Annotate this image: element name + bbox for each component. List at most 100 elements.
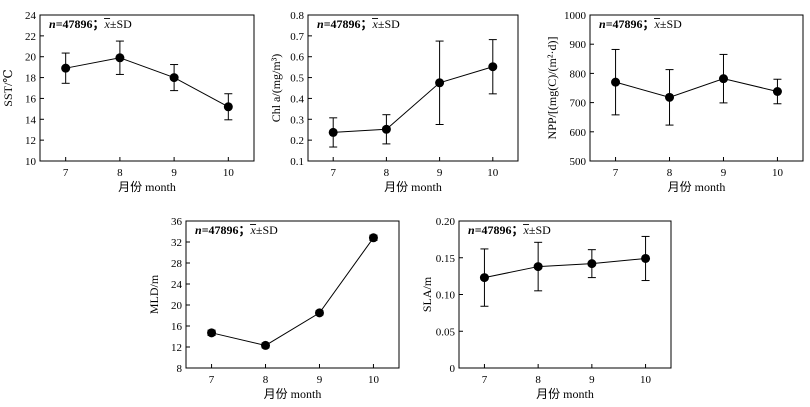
y-tick-label: 0.05 <box>436 326 456 338</box>
y-tick-label: 22 <box>25 31 36 43</box>
y-tick-label: 900 <box>570 39 587 51</box>
x-tick-label: 8 <box>384 167 390 179</box>
data-point <box>611 77 621 87</box>
x-tick-label: 9 <box>317 374 323 386</box>
y-tick-label: 14 <box>25 114 37 126</box>
data-point <box>587 259 597 269</box>
series-line <box>615 78 778 98</box>
x-tick-label: 10 <box>772 167 784 179</box>
y-axis-label: Chl a/(mg/m³) <box>269 54 283 123</box>
xbar-symbol: x <box>250 223 257 237</box>
data-point <box>115 53 125 63</box>
data-point <box>169 73 179 83</box>
y-tick-label: 24 <box>25 10 37 22</box>
y-tick-label: 0.8 <box>290 10 304 22</box>
y-tick-label: 0.20 <box>436 216 456 228</box>
x-tick-label: 7 <box>209 374 215 386</box>
y-tick-label: 0.4 <box>290 93 304 105</box>
y-tick-label: 0.1 <box>290 156 304 168</box>
y-tick-label: 700 <box>570 98 587 110</box>
x-tick-label: 9 <box>589 374 595 386</box>
data-point <box>328 127 338 137</box>
data-point <box>314 308 324 318</box>
xbar-symbol: x <box>104 17 111 31</box>
y-tick-label: 500 <box>570 156 587 168</box>
y-tick-label: 8 <box>177 363 183 375</box>
data-point <box>488 62 498 72</box>
x-tick-label: 10 <box>640 374 652 386</box>
y-tick-label: 1000 <box>564 10 587 22</box>
data-point <box>207 328 217 338</box>
x-tick-label: 7 <box>613 167 619 179</box>
data-point <box>641 253 651 263</box>
y-tick-label: 0.7 <box>290 31 304 43</box>
series-line <box>484 257 646 279</box>
xbar-symbol: x <box>523 223 530 237</box>
chart-4: 8 12 16 20 24 28 32 36 7 8 9 10 月份 month MLD/m n=47896… <box>147 216 400 401</box>
xbar-symbol: x <box>654 17 661 31</box>
chart-5: 0 0.05 0.10 0.15 0.20 7 8 9 10 月份 month SLA/m n=478… <box>420 216 672 401</box>
y-tick-label: 12 <box>25 135 36 147</box>
sample-annotation: n=47896；x±SD <box>317 17 400 31</box>
y-tick-label: 800 <box>570 68 587 80</box>
data-point <box>772 87 782 97</box>
x-axis-label: 月份 month <box>668 180 726 194</box>
y-tick-label: 20 <box>25 52 37 64</box>
data-point <box>533 262 543 272</box>
data-point <box>665 92 675 102</box>
x-tick-label: 10 <box>223 167 235 179</box>
x-tick-label: 8 <box>117 167 123 179</box>
data-point <box>261 340 271 350</box>
xbar-symbol: x <box>372 17 379 31</box>
x-axis-label: 月份 month <box>118 180 176 194</box>
plot-frame <box>307 14 519 162</box>
x-tick-label: 9 <box>721 167 727 179</box>
sample-annotation: n=47896；x±SD <box>599 17 682 31</box>
x-tick-label: 7 <box>330 167 336 179</box>
y-tick-label: 12 <box>171 342 182 354</box>
y-tick-label: 16 <box>171 321 183 333</box>
y-tick-label: 32 <box>171 237 182 249</box>
y-tick-label: 0.15 <box>436 253 456 265</box>
series-line <box>333 66 493 133</box>
data-point <box>381 124 391 134</box>
sample-annotation: n=47896；x±SD <box>468 223 551 237</box>
y-axis-label: SLA/m <box>420 276 434 312</box>
data-point <box>718 74 728 84</box>
x-tick-label: 10 <box>487 167 499 179</box>
x-tick-label: 8 <box>535 374 541 386</box>
y-tick-label: 600 <box>570 127 587 139</box>
y-tick-label: 0.10 <box>436 290 456 302</box>
x-axis-label: 月份 month <box>384 180 442 194</box>
chart-2: 0.1 0.2 0.3 0.4 0.5 0.6 0.7 0.8 7 8 9 10 月份 month Chl… <box>269 10 519 194</box>
plot-frame <box>185 220 400 369</box>
x-tick-label: 7 <box>63 167 69 179</box>
data-point <box>223 102 233 112</box>
series-line <box>211 237 374 346</box>
y-tick-label: 0.3 <box>290 114 304 126</box>
plot-frame <box>39 14 255 162</box>
x-tick-label: 7 <box>482 374 488 386</box>
y-tick-label: 0 <box>450 363 456 375</box>
x-tick-label: 9 <box>437 167 443 179</box>
y-axis-label: MLD/m <box>147 274 161 314</box>
x-tick-label: 10 <box>368 374 380 386</box>
y-tick-label: 0.6 <box>290 52 304 64</box>
x-tick-label: 8 <box>667 167 673 179</box>
x-tick-label: 8 <box>263 374 269 386</box>
y-tick-label: 0.5 <box>290 73 304 85</box>
y-axis-label: SST/℃ <box>1 69 15 106</box>
y-axis-label: NPP/[(mg(C)/(m²·d)] <box>545 37 559 140</box>
data-point <box>479 273 489 283</box>
y-tick-label: 18 <box>25 73 37 85</box>
data-point <box>368 233 378 243</box>
sample-annotation: n=47896；x±SD <box>49 17 132 31</box>
x-tick-label: 9 <box>171 167 177 179</box>
data-point <box>435 78 445 88</box>
chart-3: 500 600 700 800 900 1000 7 8 9 10 月份 month NPP/[(mg… <box>545 10 804 194</box>
y-tick-label: 10 <box>25 156 37 168</box>
y-tick-label: 16 <box>25 93 37 105</box>
chart-1: 10 12 14 16 18 20 22 24 7 8 9 10 月份 month SST/℃ n=4789… <box>1 10 255 194</box>
x-axis-label: 月份 month <box>264 387 322 401</box>
